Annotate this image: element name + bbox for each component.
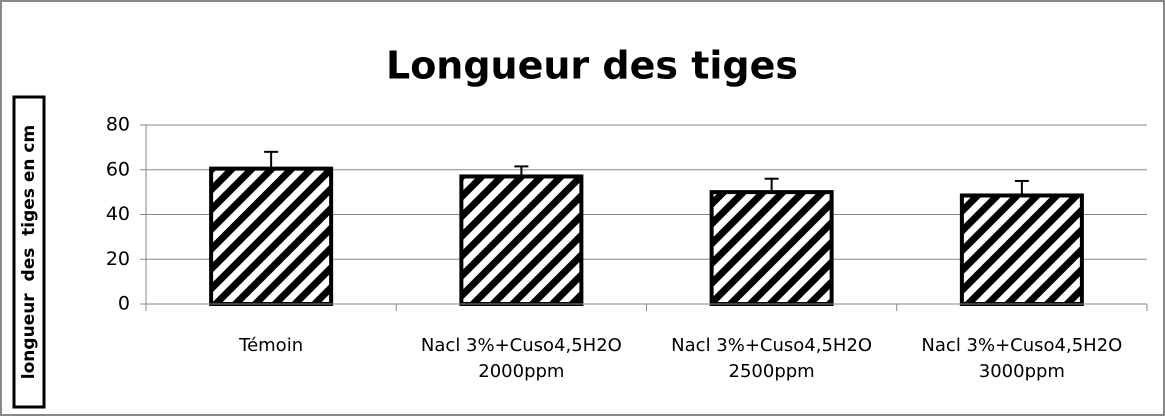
y-tick-label: 40 [106,203,130,225]
x-tick-label: Nacl 3%+Cuso4,5H2O 3000ppm [921,335,1123,382]
y-tick-label: 0 [118,293,130,315]
x-tick-label: Nacl 3%+Cuso4,5H2O 2500ppm [671,335,873,382]
bar [959,193,1084,306]
chart-title: Longueur des tiges [386,44,798,88]
y-axis-label: longueur des tiges en cm [19,125,39,379]
x-tick-label: Nacl 3%+Cuso4,5H2O 2000ppm [420,335,622,382]
y-tick-label: 60 [106,158,130,180]
bar [209,166,334,306]
bar [459,174,584,306]
y-label-box [12,95,46,409]
x-tick-label: Témoin [239,335,304,356]
bar [709,190,834,306]
y-tick-label: 20 [106,248,130,270]
y-tick-label: 80 [106,114,130,136]
